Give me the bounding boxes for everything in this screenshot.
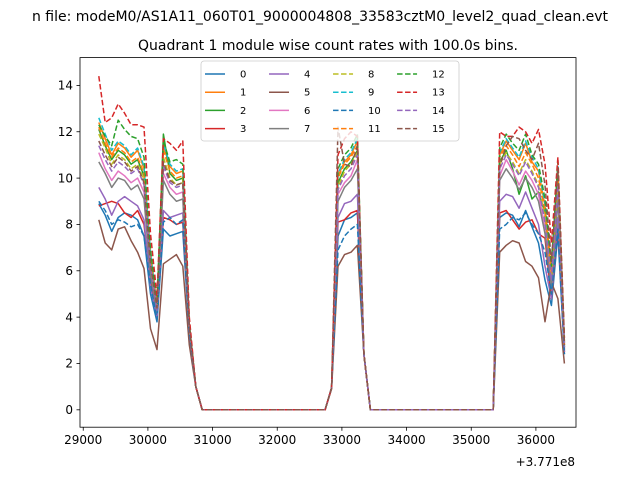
legend-label-5: 5 [304,88,310,99]
legend-label-9: 9 [368,88,374,99]
plot-frame [79,57,577,428]
x-tick-label-29000: 29000 [64,433,102,447]
x-tick-label-36000: 36000 [517,433,555,447]
series-layer [98,75,566,411]
y-tick-label-0: 0 [65,403,73,417]
legend-label-4: 4 [304,70,310,81]
x-offset-label: +3.771e8 [516,455,575,469]
legend-box [200,60,460,142]
legend-label-6: 6 [304,106,310,117]
legend-label-11: 11 [368,124,381,135]
legend-label-15: 15 [432,124,445,135]
legend-label-10: 10 [368,106,381,117]
y-tick-label-2: 2 [65,357,73,371]
series-line-15 [98,126,566,411]
figure-suptitle: n file: modeM0/AS1A11_060T01_9000004808_… [32,9,609,25]
legend-label-2: 2 [240,106,246,117]
axes-layer: 29000 30000 31000 32000 33000 34000 35000 36000… [58,57,577,447]
x-tick-label-35000: 35000 [452,433,490,447]
x-tick-label-30000: 30000 [129,433,167,447]
legend-label-12: 12 [432,70,445,81]
y-tick-label-12: 12 [58,125,73,139]
y-tick-label-14: 14 [58,79,73,93]
legend-label-7: 7 [304,124,310,135]
x-tick-label-33000: 33000 [323,433,361,447]
x-tick-label-34000: 34000 [387,433,425,447]
y-tick-label-4: 4 [65,310,73,324]
y-tick-label-10: 10 [58,171,73,185]
legend-label-13: 13 [432,88,445,99]
x-tick-label-32000: 32000 [258,433,296,447]
legend-label-0: 0 [240,70,246,81]
legend-label-14: 14 [432,106,445,117]
chart-title: Quadrant 1 module wise count rates with … [138,38,518,54]
x-tick-label-31000: 31000 [193,433,231,447]
legend-label-3: 3 [240,124,246,135]
y-tick-label-6: 6 [65,264,73,278]
series-line-10 [98,200,566,411]
y-tick-label-8: 8 [65,218,73,232]
legend-label-1: 1 [240,88,246,99]
legend-label-8: 8 [368,70,374,81]
